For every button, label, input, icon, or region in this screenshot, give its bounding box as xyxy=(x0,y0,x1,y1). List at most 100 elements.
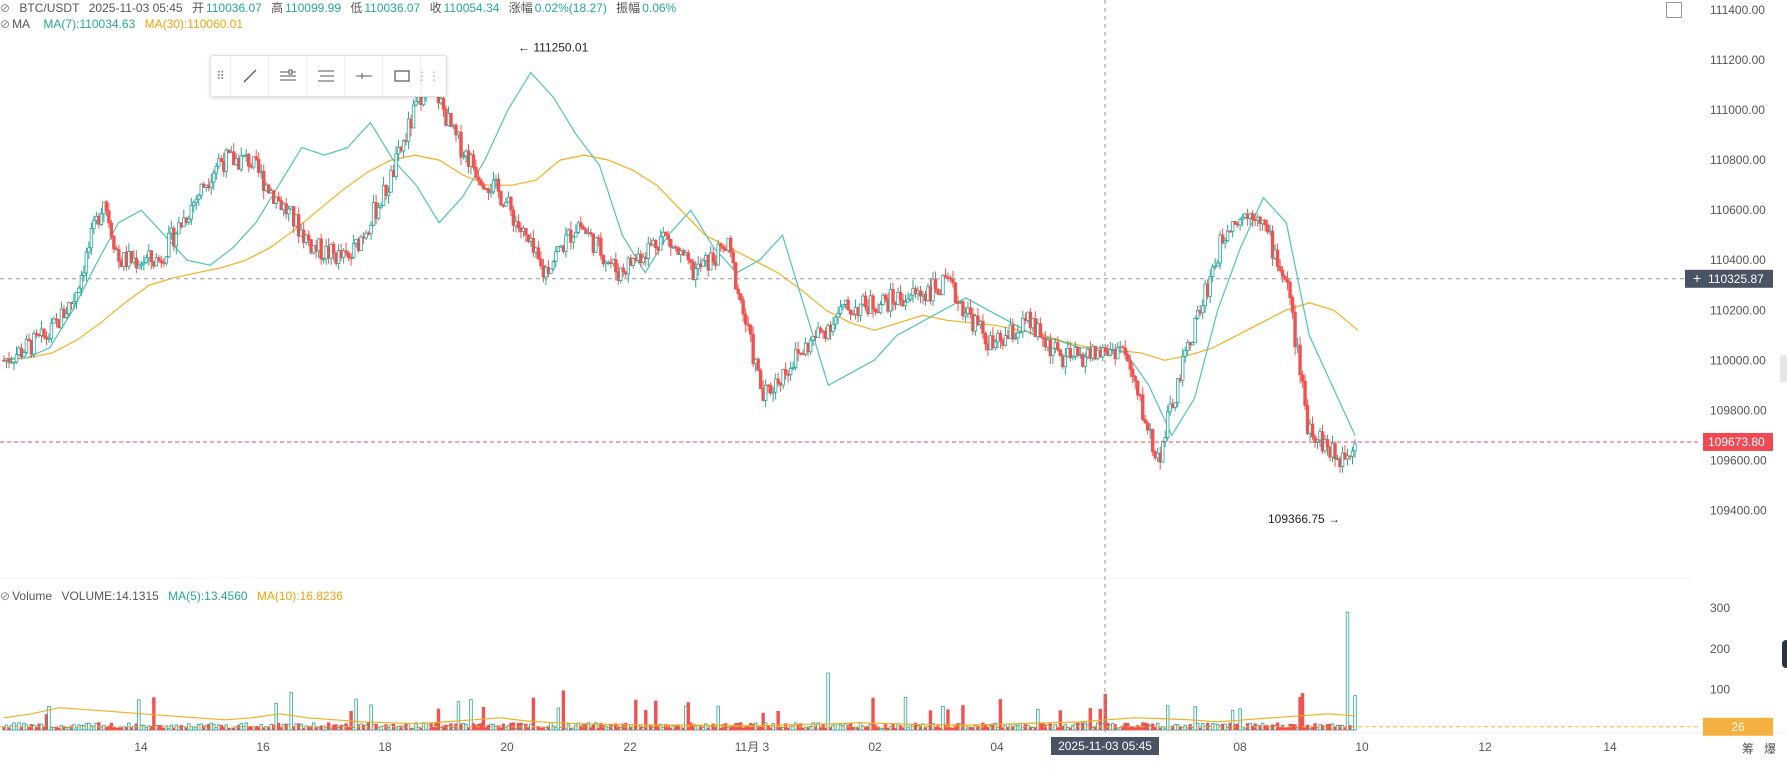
time-tick-label: 04 xyxy=(990,740,1004,754)
time-tick-label: 22 xyxy=(623,740,637,754)
candle-body xyxy=(459,131,463,158)
candle-body xyxy=(239,155,243,170)
candle-body xyxy=(721,246,725,250)
candle-body xyxy=(364,232,368,239)
candle-body xyxy=(107,210,111,224)
candle-body xyxy=(599,237,603,256)
candle-body xyxy=(389,170,393,193)
volume-bar xyxy=(871,697,875,731)
candle-body xyxy=(1048,339,1053,357)
expand-icon[interactable] xyxy=(1666,2,1682,18)
candle-body xyxy=(411,104,416,129)
panel-toggle-handle[interactable] xyxy=(1780,355,1787,383)
candle-body xyxy=(7,358,11,363)
volume-bar xyxy=(469,699,473,731)
candle-body xyxy=(539,258,543,266)
toolbar-handle-icon[interactable]: ⋮⋮ xyxy=(416,69,440,83)
volume-bar xyxy=(1058,710,1063,731)
candle-body xyxy=(112,235,116,250)
candle-body xyxy=(858,303,863,316)
candle-body xyxy=(1183,349,1187,357)
parallel-lines-tool[interactable] xyxy=(269,56,307,96)
candle-body xyxy=(197,194,201,200)
rectangle-tool[interactable] xyxy=(383,56,421,96)
candle-body xyxy=(756,358,760,371)
volume-tick-label: 300 xyxy=(1710,601,1730,615)
candle-body xyxy=(1350,450,1355,457)
candle-body xyxy=(641,256,645,264)
bell-icon[interactable]: ⊘ xyxy=(0,1,11,15)
ma-legend[interactable]: ⊘ MA MA(7):110034.63 MA(30):110060.01 xyxy=(0,17,249,31)
liquidation-button[interactable]: 爆 xyxy=(1764,742,1777,756)
side-widget-handle[interactable] xyxy=(1782,640,1787,668)
horizontal-ray-tool[interactable] xyxy=(345,56,383,96)
time-tick-label: 10 xyxy=(1355,740,1369,754)
candle-body xyxy=(731,251,735,264)
candle-body xyxy=(1163,437,1167,443)
candle-body xyxy=(908,294,913,300)
candle-body xyxy=(24,338,29,353)
chips-button[interactable]: 筹 xyxy=(1742,742,1755,756)
candle-body xyxy=(1011,324,1015,340)
candle-body xyxy=(499,190,503,206)
candle-body xyxy=(631,258,636,266)
drawing-toolbar[interactable]: ⠿ ⋮⋮ xyxy=(210,55,447,97)
candle-body xyxy=(1128,360,1132,370)
candle-body xyxy=(82,272,86,276)
trend-line-tool[interactable] xyxy=(231,56,269,96)
low-value: 110036.07 xyxy=(364,1,421,15)
candle-body xyxy=(1056,342,1060,351)
ma7-value: MA(7):110034.63 xyxy=(43,17,136,31)
high-label: 高 xyxy=(271,1,284,15)
candle-body xyxy=(556,246,561,253)
candle-body xyxy=(941,275,945,296)
candle-body xyxy=(619,267,623,281)
bell-icon[interactable]: ⊘ xyxy=(0,17,11,31)
candle-body xyxy=(441,97,446,110)
candle-body xyxy=(89,227,94,249)
candle-body xyxy=(1298,344,1302,376)
candle-body xyxy=(1146,422,1150,431)
candle-body xyxy=(1038,323,1043,338)
fib-lines-icon xyxy=(317,70,334,82)
candle-body xyxy=(142,262,146,265)
volume-legend[interactable]: ⊘ Volume VOLUME:14.1315 MA(5):13.4560 MA(… xyxy=(0,589,349,603)
volume-bar xyxy=(1193,706,1197,731)
volume-bar xyxy=(561,690,566,731)
candle-body xyxy=(296,214,301,237)
drag-grip-icon[interactable]: ⠿ xyxy=(211,56,231,96)
volume-bar xyxy=(531,697,536,731)
candle-body xyxy=(733,262,738,290)
amplitude-label: 振幅 xyxy=(616,1,641,15)
candle-body xyxy=(743,313,748,325)
candle-body xyxy=(104,201,109,212)
candle-body xyxy=(117,249,121,262)
candle-body xyxy=(878,304,883,314)
candle-body xyxy=(306,234,311,241)
fib-lines-tool[interactable] xyxy=(307,56,345,96)
candle-body xyxy=(224,149,228,172)
time-tick-label: 18 xyxy=(378,740,392,754)
last-price-label: 109673.80 xyxy=(1708,435,1765,449)
volume-ma10: MA(10):16.8236 xyxy=(256,589,343,603)
candle-body xyxy=(379,205,383,208)
candle-body xyxy=(581,226,586,230)
price-tick-label: 109800.00 xyxy=(1710,403,1767,417)
candle-body xyxy=(793,349,798,368)
candle-body xyxy=(1063,355,1068,368)
crosshair-time-label: 2025-11-03 05:45 xyxy=(1058,739,1152,753)
candle-body xyxy=(773,378,778,393)
bell-icon[interactable]: ⊘ xyxy=(0,589,11,603)
candle-body xyxy=(1233,221,1237,225)
candle-body xyxy=(551,261,556,270)
volume-bar xyxy=(761,712,765,731)
time-tick-label: 02 xyxy=(868,740,882,754)
candle-body xyxy=(646,242,650,259)
volume-bar xyxy=(654,700,658,731)
candle-body xyxy=(217,158,221,167)
candle-body xyxy=(1250,213,1255,220)
candle-body xyxy=(569,229,573,243)
candle-body xyxy=(219,158,223,162)
